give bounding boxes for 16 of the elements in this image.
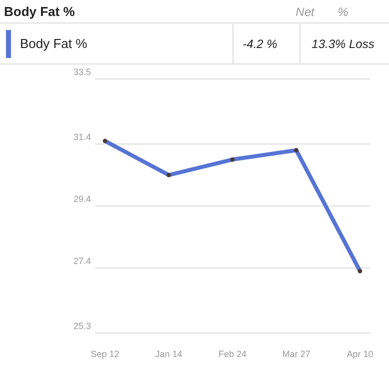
legend-label: Body Fat % bbox=[20, 36, 88, 51]
y-tick-label: 33.5 bbox=[73, 67, 91, 77]
y-tick-label: 31.4 bbox=[73, 132, 91, 142]
x-tick-label: Jan 14 bbox=[155, 349, 182, 359]
x-tick-label: Apr 10 bbox=[346, 349, 374, 359]
text: -4.2 % bbox=[242, 37, 278, 51]
chart-title: Body Fat % bbox=[4, 4, 76, 19]
text: 13.3% Loss bbox=[312, 37, 374, 51]
x-tick-label: Sep 12 bbox=[90, 349, 120, 359]
y-tick-label: 25.3 bbox=[73, 321, 91, 331]
y-tick-label: 29.4 bbox=[73, 194, 91, 204]
x-tick-label: Feb 24 bbox=[218, 349, 247, 359]
text: Net bbox=[296, 5, 315, 19]
y-tick-label: 27.4 bbox=[73, 256, 91, 266]
x-tick-label: Mar 27 bbox=[282, 349, 310, 359]
text: % bbox=[338, 5, 349, 19]
